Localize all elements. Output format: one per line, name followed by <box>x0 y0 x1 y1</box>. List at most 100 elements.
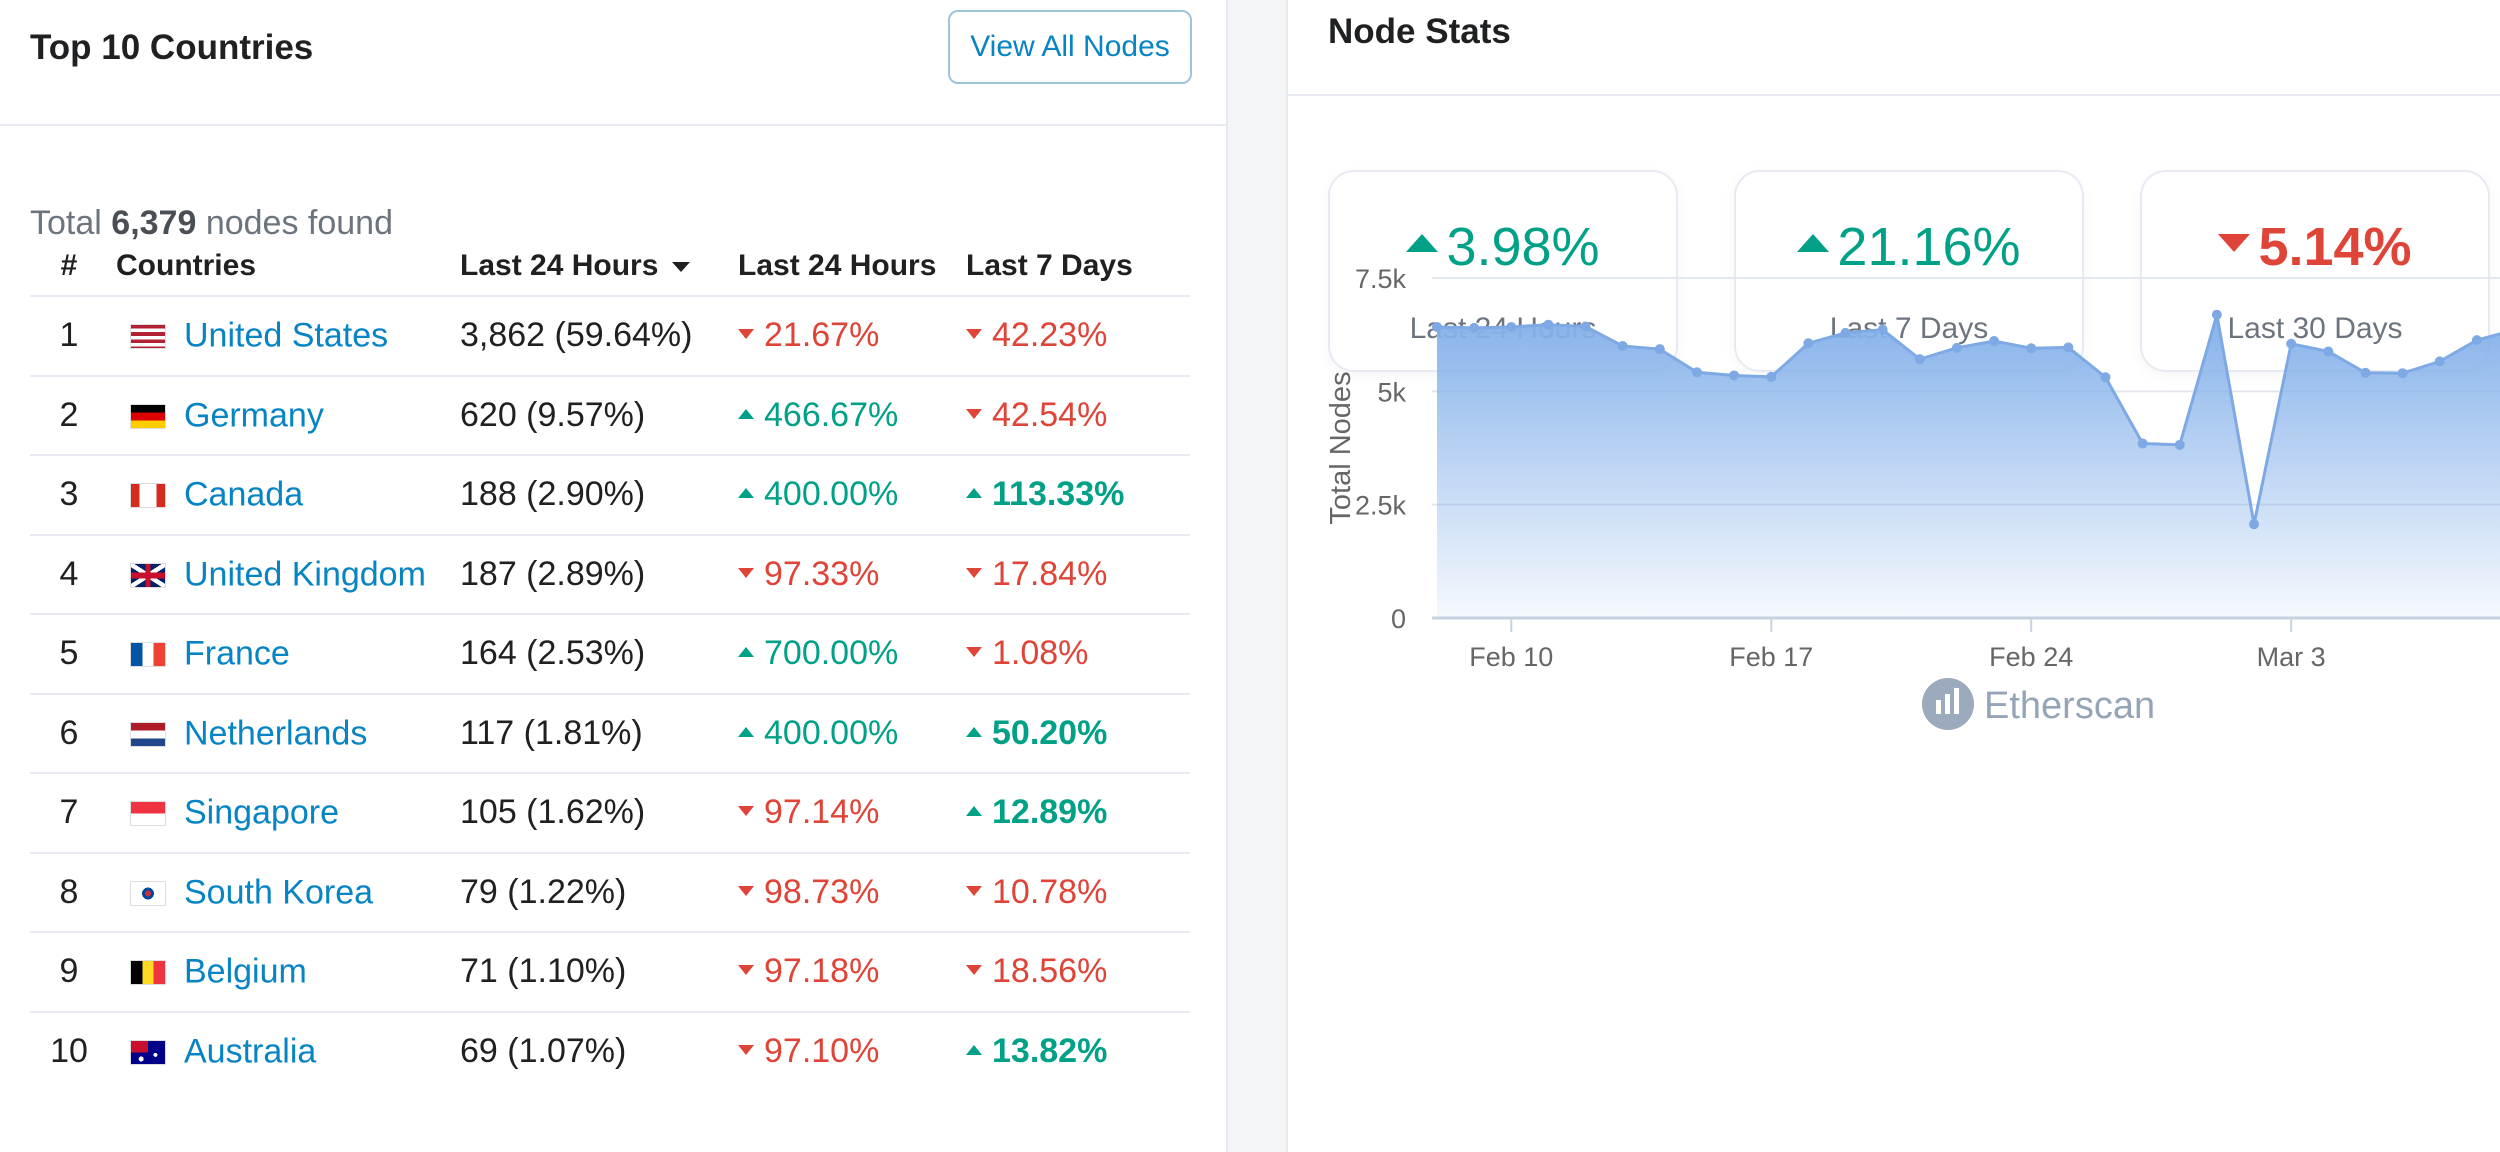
arrow-down-icon <box>966 567 982 578</box>
country-link[interactable]: Netherlands <box>184 714 368 753</box>
data-point[interactable] <box>1432 321 1442 332</box>
data-point[interactable] <box>1766 371 1777 382</box>
data-point[interactable] <box>2286 338 2297 349</box>
country-link[interactable]: France <box>184 635 290 673</box>
country-link[interactable]: South Korea <box>184 873 374 912</box>
country-link[interactable]: United States <box>184 317 389 355</box>
arrow-down-icon <box>966 647 982 658</box>
ca-flag-icon <box>130 483 166 508</box>
row-change-24h: 21.67% <box>738 295 966 376</box>
data-point[interactable] <box>2211 309 2222 320</box>
col-nodes-header[interactable]: Last 24 Hours <box>460 236 738 296</box>
sg-flag-icon <box>130 801 166 826</box>
de-flag-icon <box>130 403 166 429</box>
countries-table: # Countries Last 24 Hours Last 24 Hours … <box>30 236 1190 1091</box>
data-point[interactable] <box>1506 321 1517 332</box>
table-row: 1 United States 3,862 (59.64%) 21.67% 42.23% <box>30 295 1190 376</box>
row-nodes: 164 (2.53%) <box>460 613 738 694</box>
col-change-24h-header: Last 24 Hours <box>738 248 937 282</box>
data-point[interactable] <box>1989 336 2000 347</box>
row-rank: 7 <box>30 772 116 853</box>
x-tick-label: Feb 17 <box>1729 642 1813 672</box>
data-point[interactable] <box>1691 367 1702 378</box>
country-link[interactable]: Singapore <box>184 794 340 832</box>
stats-card-header: Node Stats <box>1288 2 2500 96</box>
data-point[interactable] <box>2174 439 2185 450</box>
total-nodes-chart[interactable]: Etherscan 0 2.5k 5k 7.5k Feb 10 Feb 17 Feb 24 M… <box>1288 0 2500 1152</box>
data-point[interactable] <box>1951 342 1962 353</box>
y-tick-label: 2.5k <box>1355 491 1407 521</box>
row-change-7d: 42.23% <box>966 295 1190 376</box>
row-change-7d: 50.20% <box>966 692 1190 773</box>
data-point[interactable] <box>2026 343 2037 354</box>
arrow-up-icon <box>738 647 754 658</box>
country-link[interactable]: United Kingdom <box>184 555 426 594</box>
arrow-up-icon <box>966 488 982 499</box>
country-link[interactable]: Germany <box>184 396 324 435</box>
y-tick-label: 5k <box>1377 377 1406 407</box>
table-row: 3 Canada 188 (2.90%) 400.00% 113.33% <box>30 454 1190 535</box>
row-country: Germany <box>116 374 460 455</box>
row-rank: 3 <box>30 454 116 535</box>
data-point[interactable] <box>1543 319 1554 330</box>
stat-box-7d: 21.16% Last 7 Days <box>1734 170 2084 372</box>
data-point[interactable] <box>2397 368 2408 379</box>
country-link[interactable]: Australia <box>184 1033 317 1071</box>
arrow-down-icon <box>738 329 754 340</box>
row-change-7d: 18.56% <box>966 931 1190 1012</box>
row-country: Netherlands <box>116 692 460 773</box>
row-change-24h: 466.67% <box>738 374 966 455</box>
row-change-24h: 700.00% <box>738 613 966 694</box>
view-all-nodes-button[interactable]: View All Nodes <box>948 10 1192 84</box>
table-row: 4 United Kingdom 187 (2.89%) 97.33% 17.84% <box>30 533 1190 614</box>
us-flag-icon <box>130 324 166 349</box>
arrow-up-icon <box>1406 233 1439 252</box>
row-change-24h: 98.73% <box>738 851 966 932</box>
col-nodes-header-label: Last 24 Hours <box>460 248 659 282</box>
arrow-down-icon <box>966 885 982 896</box>
arrow-down-icon <box>738 1045 754 1056</box>
data-point[interactable] <box>1469 322 1480 333</box>
col-change-7d-header: Last 7 Days <box>966 248 1133 282</box>
data-point[interactable] <box>2360 367 2371 378</box>
stat-label-30d: Last 30 Days <box>2227 312 2403 345</box>
data-point[interactable] <box>1617 341 1628 351</box>
data-point[interactable] <box>2100 372 2111 383</box>
arrow-down-icon <box>738 885 754 896</box>
data-point[interactable] <box>2434 356 2445 367</box>
data-point[interactable] <box>1729 370 1740 381</box>
country-link[interactable]: Belgium <box>184 953 307 991</box>
gb-flag-icon <box>130 562 166 588</box>
row-nodes: 620 (9.57%) <box>460 374 738 455</box>
data-point[interactable] <box>1877 324 1888 335</box>
sort-desc-icon[interactable] <box>672 261 691 272</box>
stats-card-title: Node Stats <box>1328 12 1511 51</box>
data-point[interactable] <box>2471 335 2482 346</box>
data-point[interactable] <box>1840 327 1851 338</box>
row-change-24h: 400.00% <box>738 692 966 773</box>
stat-box-30d: 5.14% Last 30 Days <box>2140 170 2490 372</box>
arrow-down-icon <box>966 329 982 340</box>
row-nodes: 3,862 (59.64%) <box>460 295 738 376</box>
row-change-7d: 42.54% <box>966 374 1190 455</box>
country-link[interactable]: Canada <box>184 476 304 514</box>
data-point[interactable] <box>2137 438 2148 449</box>
data-point[interactable] <box>2323 346 2334 357</box>
data-point[interactable] <box>1580 321 1591 332</box>
au-flag-icon <box>130 1040 166 1065</box>
row-rank: 2 <box>30 374 116 455</box>
arrow-down-icon <box>966 408 982 419</box>
row-rank: 8 <box>30 851 116 932</box>
data-point[interactable] <box>1803 338 1814 349</box>
data-point[interactable] <box>2063 342 2074 353</box>
row-rank: 6 <box>30 692 116 773</box>
data-point[interactable] <box>1914 354 1925 365</box>
data-point[interactable] <box>1654 344 1665 355</box>
table-row: 9 Belgium 71 (1.10%) 97.18% 18.56% <box>30 931 1190 1012</box>
row-change-24h: 97.18% <box>738 931 966 1012</box>
data-point[interactable] <box>2249 519 2260 530</box>
logo-bar <box>1954 688 1959 714</box>
table-row: 7 Singapore 105 (1.62%) 97.14% 12.89% <box>30 772 1190 853</box>
etherscan-watermark: Etherscan <box>1922 678 2155 730</box>
row-nodes: 188 (2.90%) <box>460 454 738 535</box>
